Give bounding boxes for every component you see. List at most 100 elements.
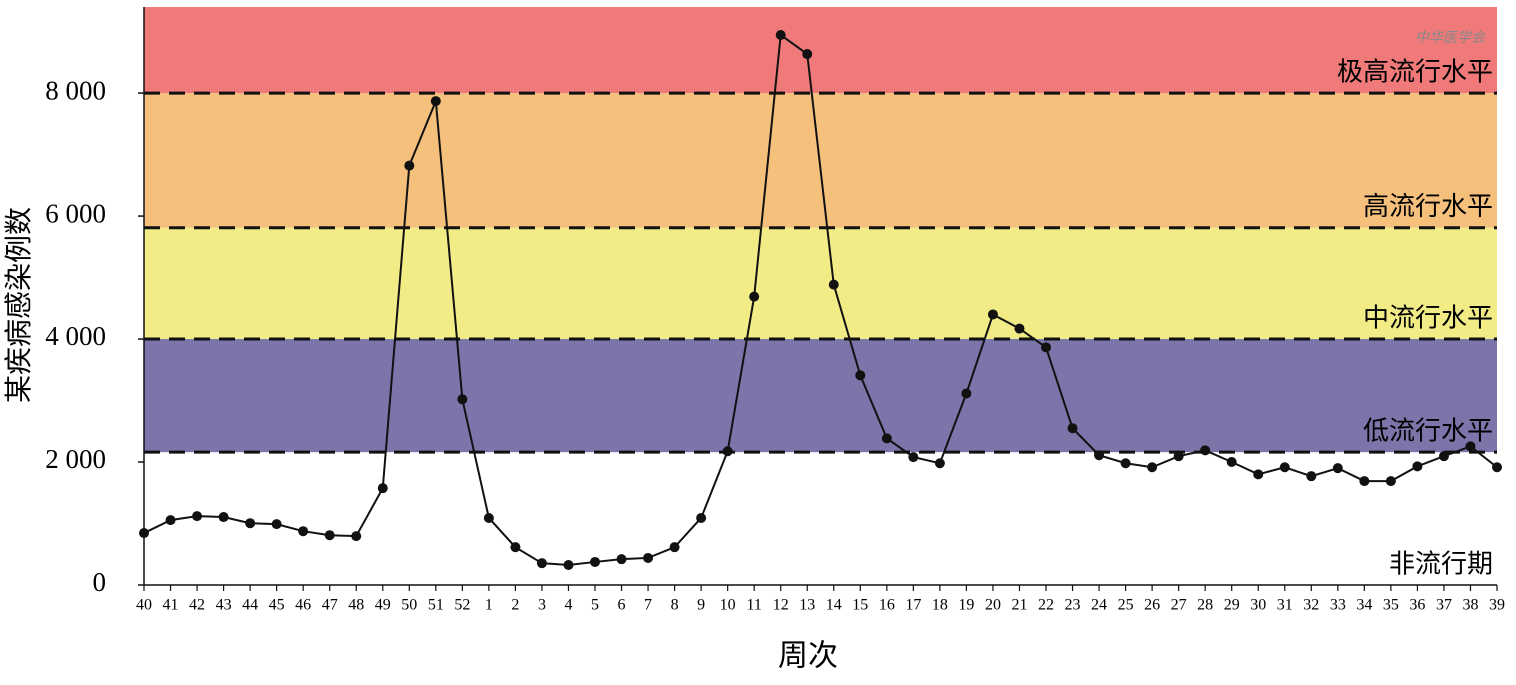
data-point <box>1359 476 1370 487</box>
x-tick-label: 42 <box>189 597 205 614</box>
x-tick-label: 45 <box>269 597 285 614</box>
x-tick-label: 14 <box>826 597 842 614</box>
x-tick-label: 37 <box>1436 597 1452 614</box>
data-point <box>1279 462 1290 473</box>
y-tick-label: 8 000 <box>45 75 106 105</box>
x-tick-label: 26 <box>1144 597 1160 614</box>
band <box>144 7 1497 94</box>
x-tick-label: 13 <box>799 597 815 614</box>
x-tick-label: 3 <box>538 597 546 614</box>
data-point <box>828 279 839 290</box>
x-tick-label: 8 <box>671 597 679 614</box>
data-point <box>192 511 203 522</box>
y-tick-label: 4 000 <box>45 321 106 351</box>
band-label: 高流行水平 <box>1363 192 1493 222</box>
data-point <box>1385 476 1396 487</box>
data-point <box>245 518 256 529</box>
data-point <box>1465 441 1476 452</box>
data-point <box>669 542 680 553</box>
x-tick-label: 29 <box>1224 597 1240 614</box>
band <box>144 227 1497 340</box>
x-tick-label: 32 <box>1303 597 1319 614</box>
data-point <box>1094 450 1105 461</box>
data-point <box>987 309 998 320</box>
band <box>144 339 1497 453</box>
data-point <box>934 458 945 469</box>
data-point <box>775 29 786 40</box>
band-label: 非流行期 <box>1389 550 1493 580</box>
x-tick-label: 44 <box>242 597 258 614</box>
x-tick-label: 11 <box>746 597 761 614</box>
x-tick-label: 28 <box>1197 597 1213 614</box>
x-tick-label: 39 <box>1489 597 1505 614</box>
x-tick-label: 25 <box>1118 597 1134 614</box>
x-tick-label: 27 <box>1171 597 1187 614</box>
data-point <box>1438 451 1449 462</box>
data-point <box>139 528 149 539</box>
data-point <box>298 526 309 537</box>
x-tick-label: 6 <box>618 597 626 614</box>
x-tick-label: 33 <box>1330 597 1346 614</box>
data-point <box>1120 458 1131 469</box>
data-point <box>908 452 919 463</box>
data-point <box>1147 462 1158 473</box>
x-tick-label: 2 <box>511 597 519 614</box>
x-tick-label: 50 <box>401 597 417 614</box>
x-tick-label: 16 <box>879 597 895 614</box>
x-tick-label: 15 <box>852 597 868 614</box>
data-point <box>430 96 441 107</box>
y-axis-label: 某疾病感染例数 <box>2 207 35 403</box>
data-point <box>1253 469 1264 480</box>
data-point <box>1041 342 1051 353</box>
watermark: 中华医学会 <box>1415 30 1487 46</box>
data-point <box>696 512 707 523</box>
x-tick-label: 22 <box>1038 597 1054 614</box>
data-point <box>483 512 494 523</box>
x-tick-label: 34 <box>1356 597 1372 614</box>
data-point <box>536 558 547 569</box>
x-tick-label: 24 <box>1091 597 1107 614</box>
data-point <box>1226 457 1237 468</box>
data-point <box>1412 461 1423 472</box>
x-tick-label: 48 <box>348 597 364 614</box>
data-point <box>722 446 733 457</box>
x-tick-label: 40 <box>136 597 152 614</box>
data-point <box>1067 423 1078 434</box>
data-point <box>1492 462 1502 473</box>
x-tick-label: 19 <box>958 597 974 614</box>
data-point <box>351 531 362 542</box>
x-tick-label: 51 <box>428 597 444 614</box>
bands: 非流行期 低流行水平 中流行水平 高流行水平 极高流行水平 <box>144 7 1497 585</box>
x-tick-label: 18 <box>932 597 948 614</box>
y-tick-label: 0 <box>93 567 107 597</box>
data-point <box>271 519 282 530</box>
data-point <box>961 388 972 399</box>
data-point <box>802 49 813 60</box>
data-point <box>1173 451 1184 462</box>
x-tick-label: 21 <box>1011 597 1027 614</box>
band <box>144 452 1497 585</box>
x-tick-label: 43 <box>216 597 232 614</box>
data-point <box>404 160 415 171</box>
x-tick-label: 47 <box>322 597 338 614</box>
data-point <box>855 370 866 381</box>
data-point <box>1200 445 1211 456</box>
x-tick-label: 52 <box>454 597 470 614</box>
data-point <box>1306 471 1317 482</box>
x-tick-label: 1 <box>485 597 493 614</box>
data-point <box>165 515 176 526</box>
x-tick-label: 4 <box>564 597 572 614</box>
data-point <box>881 433 892 444</box>
y-tick-label: 6 000 <box>45 198 106 228</box>
x-tick-label: 36 <box>1409 597 1425 614</box>
band-label: 极高流行水平 <box>1337 58 1493 88</box>
x-axis-label: 周次 <box>778 639 838 674</box>
x-tick-label: 31 <box>1277 597 1293 614</box>
x-tick-label: 41 <box>163 597 179 614</box>
x-tick-label: 17 <box>905 597 921 614</box>
x-tick-label: 5 <box>591 597 599 614</box>
data-point <box>643 552 654 563</box>
data-point <box>510 542 521 553</box>
x-tick-label: 46 <box>295 597 311 614</box>
